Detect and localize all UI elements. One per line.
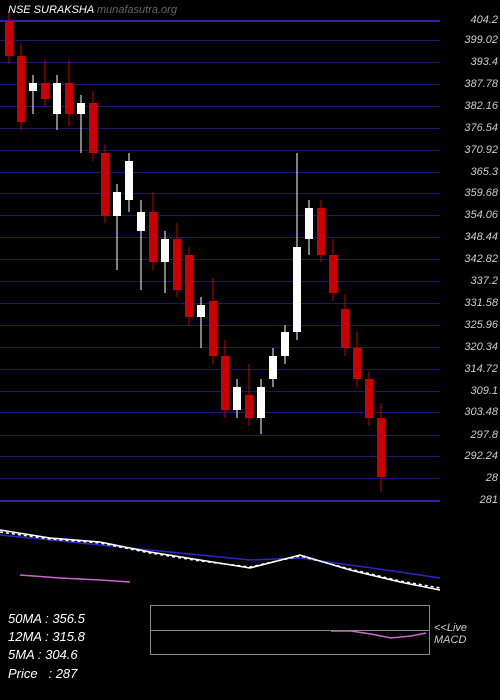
price-axis-label: 297.8 bbox=[470, 429, 498, 441]
price-axis-label: 337.2 bbox=[470, 275, 498, 287]
indicator-lines bbox=[0, 510, 440, 600]
gridline bbox=[0, 150, 440, 151]
gridline bbox=[0, 435, 440, 436]
gridline bbox=[0, 215, 440, 216]
gridline bbox=[0, 237, 440, 238]
gridline bbox=[0, 478, 440, 479]
ticker-symbol: NSE SURAKSHA bbox=[8, 4, 94, 16]
macd-centerline bbox=[151, 630, 429, 631]
price-axis-label: 281 bbox=[480, 494, 498, 506]
price-axis-label: 320.34 bbox=[464, 341, 498, 353]
price-axis-label: 325.96 bbox=[464, 319, 498, 331]
price-axis-label: 342.82 bbox=[464, 253, 498, 265]
macd-text: MACD bbox=[434, 634, 466, 646]
stat-50ma: 50MA : 356.5 bbox=[8, 610, 85, 628]
watermark-text: munafasutra.org bbox=[97, 4, 177, 16]
indicator-line bbox=[20, 575, 130, 582]
gridline bbox=[0, 281, 440, 282]
gridline bbox=[0, 193, 440, 194]
stat-price: Price : 287 bbox=[8, 665, 85, 683]
macd-label: <<Live MACD bbox=[434, 622, 467, 646]
gridline bbox=[0, 128, 440, 129]
price-axis-label: 331.58 bbox=[464, 297, 498, 309]
indicator-panel bbox=[0, 510, 500, 600]
stat-12ma: 12MA : 315.8 bbox=[8, 628, 85, 646]
stat-5ma: 5MA : 304.6 bbox=[8, 646, 85, 664]
price-axis-label: 309.1 bbox=[470, 385, 498, 397]
price-axis-label: 292.24 bbox=[464, 450, 498, 462]
indicator-line bbox=[0, 535, 440, 578]
price-axis-label: 387.78 bbox=[464, 78, 498, 90]
indicator-line bbox=[0, 530, 440, 590]
price-axis-label: 359.68 bbox=[464, 187, 498, 199]
chart-header: NSE SURAKSHA munafasutra.org bbox=[8, 4, 177, 16]
price-axis-label: 354.06 bbox=[464, 209, 498, 221]
price-axis-label: 28 bbox=[486, 472, 498, 484]
macd-panel bbox=[150, 605, 430, 655]
gridline bbox=[0, 456, 440, 457]
gridline bbox=[0, 412, 440, 413]
gridline bbox=[0, 369, 440, 370]
price-axis-label: 382.16 bbox=[464, 100, 498, 112]
price-axis-label: 376.54 bbox=[464, 122, 498, 134]
price-axis-label: 314.72 bbox=[464, 363, 498, 375]
stats-block: 50MA : 356.5 12MA : 315.8 5MA : 304.6 Pr… bbox=[8, 610, 85, 683]
price-axis-label: 393.4 bbox=[470, 56, 498, 68]
gridline bbox=[0, 40, 440, 41]
gridline bbox=[0, 303, 440, 304]
gridline bbox=[0, 391, 440, 392]
macd-signal bbox=[151, 606, 431, 656]
indicator-line bbox=[0, 532, 440, 588]
macd-live-prefix: <<Live bbox=[434, 622, 467, 634]
gridline bbox=[0, 325, 440, 326]
gridline bbox=[0, 20, 440, 22]
gridline bbox=[0, 259, 440, 260]
price-axis-label: 365.3 bbox=[470, 166, 498, 178]
gridline bbox=[0, 500, 440, 502]
price-axis-label: 404.2 bbox=[470, 14, 498, 26]
gridline bbox=[0, 62, 440, 63]
price-axis-label: 370.92 bbox=[464, 144, 498, 156]
price-axis-label: 348.44 bbox=[464, 231, 498, 243]
price-axis-label: 303.48 bbox=[464, 406, 498, 418]
gridline bbox=[0, 172, 440, 173]
gridline bbox=[0, 347, 440, 348]
price-axis-label: 399.02 bbox=[464, 34, 498, 46]
candlestick-chart: 404.2399.02393.4387.78382.16376.54370.92… bbox=[0, 20, 500, 500]
